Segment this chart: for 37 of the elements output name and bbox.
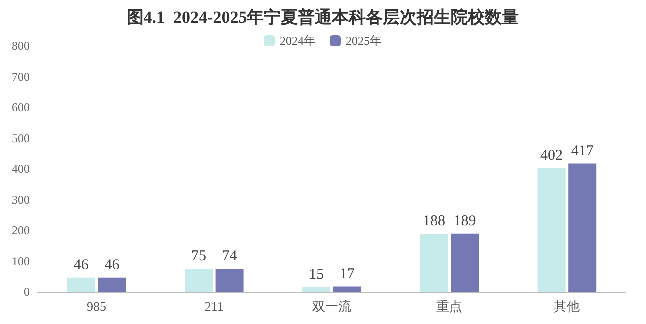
bar [451,234,479,292]
data-label: 15 [309,266,324,283]
data-label: 74 [222,248,238,265]
y-tick-label: 0 [24,285,30,299]
data-label: 17 [340,266,356,282]
chart-title: 图4.1 2024-2025年宁夏普通本科各层次招生院校数量 [126,7,520,27]
bar [98,278,126,292]
y-tick-label: 800 [12,39,30,53]
y-tick-label: 200 [12,224,30,238]
bar [185,268,213,292]
x-tick-label: 985 [87,299,107,314]
bar [538,168,566,292]
data-label: 75 [192,248,206,264]
y-tick-label: 400 [12,162,30,176]
bar [420,234,448,292]
data-label: 417 [571,143,594,160]
bar [568,164,597,292]
data-label: 46 [104,257,120,274]
bar [67,278,96,292]
y-tick-label: 700 [12,70,30,84]
y-tick-label: 600 [12,100,30,114]
data-label: 46 [74,257,90,274]
y-tick-label: 500 [12,131,30,146]
data-label: 189 [454,213,476,230]
bar [302,287,331,292]
y-tick-label: 300 [12,192,30,207]
x-tick-label: 211 [204,299,224,314]
y-tick-label: 100 [12,254,30,268]
data-label: 188 [422,214,446,230]
x-tick-label: 重点 [436,299,463,314]
bar [333,286,362,292]
x-tick-label: 双一流 [312,299,352,314]
x-tick-label: 其他 [554,299,580,314]
legend-label: 2025年 [346,34,382,48]
data-label: 402 [540,148,564,164]
bar [216,269,244,292]
legend-label: 2024年 [280,34,316,48]
